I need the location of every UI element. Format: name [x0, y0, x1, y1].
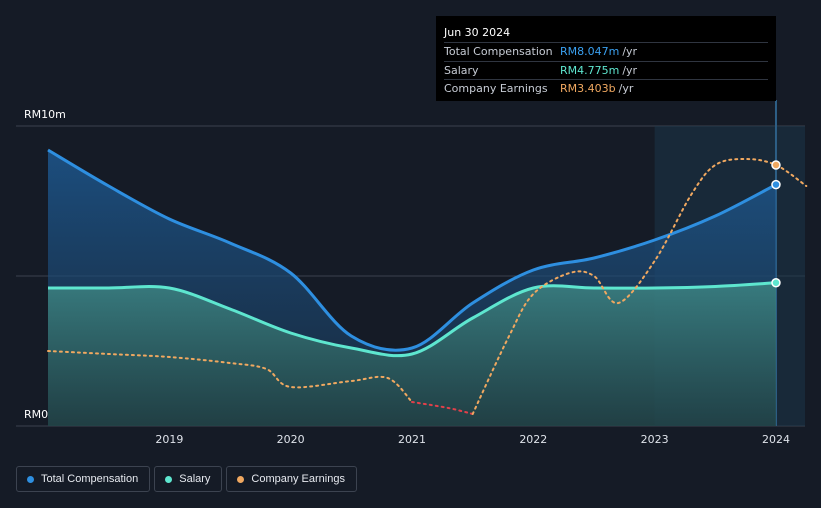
tooltip-label: Total Compensation	[444, 45, 553, 59]
x-tick-label: 2022	[519, 433, 547, 446]
legend: Total Compensation Salary Company Earnin…	[16, 466, 357, 492]
legend-dot-icon	[165, 475, 173, 483]
tooltip: Jun 30 2024 Total Compensation RM8.047m …	[436, 16, 776, 101]
tooltip-value: RM4.775m	[560, 63, 620, 77]
tooltip-unit: /yr	[622, 45, 638, 59]
tooltip-row-company-earnings: Company Earnings RM3.403b /yr	[444, 79, 768, 98]
x-tick-label: 2023	[641, 433, 669, 446]
tooltip-row-total-compensation: Total Compensation RM8.047m /yr	[444, 42, 768, 61]
legend-label: Salary	[179, 473, 211, 485]
company-earnings-line-recent	[471, 157, 808, 415]
legend-item-company-earnings[interactable]: Company Earnings	[226, 466, 357, 492]
x-tick-label: 2019	[155, 433, 183, 446]
line-layer	[47, 148, 808, 415]
y-axis-label-top: RM10m	[24, 108, 66, 121]
x-tick-label: 2020	[277, 433, 305, 446]
tooltip-value: RM8.047m	[560, 45, 620, 59]
legend-dot-icon	[27, 475, 34, 483]
total-compensation-line	[47, 148, 777, 352]
tooltip-row-salary: Salary RM4.775m /yr	[444, 60, 768, 80]
company-earnings-low-segment	[411, 401, 474, 415]
total-compensation-marker	[771, 179, 781, 190]
company-earnings-line	[47, 350, 413, 403]
tooltip-unit: /yr	[618, 82, 634, 96]
tooltip-label: Salary	[444, 63, 479, 77]
salary-marker	[771, 278, 781, 288]
tooltip-date: Jun 30 2024	[444, 26, 511, 39]
x-tick-label: 2024	[762, 433, 790, 446]
tooltip-label: Company Earnings	[444, 82, 548, 96]
legend-item-salary[interactable]: Salary	[154, 466, 223, 492]
legend-label: Company Earnings	[251, 473, 345, 485]
x-tick-label: 2021	[398, 433, 426, 446]
legend-item-total-compensation[interactable]: Total Compensation	[16, 466, 151, 492]
legend-label: Total Compensation	[41, 473, 139, 485]
x-axis-ticks: 2019 2020 2021 2022 2023 2024	[155, 433, 790, 446]
legend-dot-icon	[237, 475, 245, 483]
tooltip-unit: /yr	[622, 63, 638, 77]
tooltip-value: RM3.403b	[560, 82, 616, 96]
y-axis-label-bottom: RM0	[24, 408, 48, 421]
salary-line	[48, 281, 777, 358]
company-earnings-marker	[771, 160, 781, 170]
